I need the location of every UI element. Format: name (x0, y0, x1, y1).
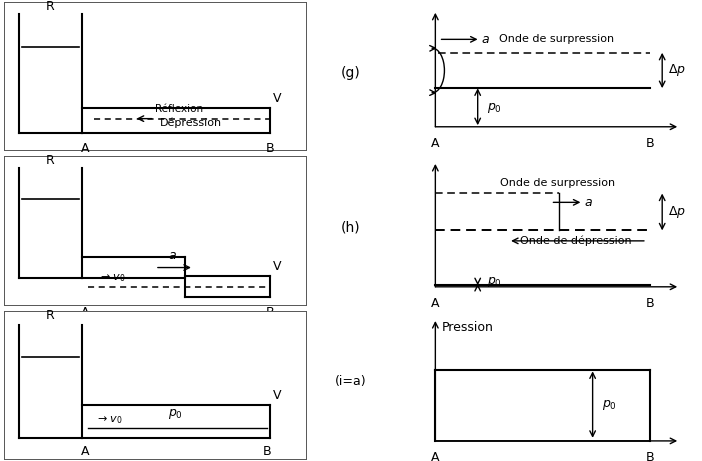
Text: A: A (81, 445, 89, 458)
Text: $p_0$: $p_0$ (168, 407, 183, 421)
Text: (g): (g) (341, 66, 361, 80)
Text: $a$: $a$ (168, 248, 178, 262)
Text: (i=a): (i=a) (335, 375, 367, 388)
Text: $p_0$: $p_0$ (602, 398, 616, 412)
Text: B: B (263, 445, 271, 458)
Text: $p_0$: $p_0$ (486, 275, 502, 289)
Text: V: V (272, 260, 282, 273)
Text: Pression: Pression (442, 321, 494, 334)
Text: $\Delta p$: $\Delta p$ (668, 63, 686, 78)
Text: R: R (46, 0, 55, 13)
Text: → $v_0$: → $v_0$ (100, 272, 126, 284)
Text: (h): (h) (341, 220, 361, 235)
Text: B: B (646, 137, 654, 150)
Text: Réflexion: Réflexion (154, 104, 203, 114)
Text: B: B (646, 451, 654, 461)
Text: B: B (265, 142, 274, 154)
Text: Onde de surpression: Onde de surpression (501, 177, 616, 188)
Text: A: A (431, 137, 439, 150)
Text: B: B (265, 306, 274, 319)
Text: $a$: $a$ (481, 33, 489, 46)
Text: $\Delta p$: $\Delta p$ (668, 204, 686, 220)
Text: B: B (646, 297, 654, 310)
Text: A: A (431, 451, 439, 461)
Text: A: A (81, 142, 89, 154)
Text: Onde de surpression: Onde de surpression (499, 35, 614, 44)
Text: A: A (81, 306, 89, 319)
Text: R: R (46, 309, 55, 322)
Text: V: V (272, 92, 282, 105)
Text: $a$: $a$ (583, 196, 592, 209)
Text: A: A (431, 297, 439, 310)
Text: V: V (272, 390, 282, 402)
Text: Dépression: Dépression (160, 118, 222, 128)
Text: → $v_0$: → $v_0$ (98, 414, 123, 426)
Text: $p_0$: $p_0$ (486, 100, 502, 114)
Text: Onde de dépression: Onde de dépression (520, 236, 632, 246)
Text: R: R (46, 154, 55, 167)
